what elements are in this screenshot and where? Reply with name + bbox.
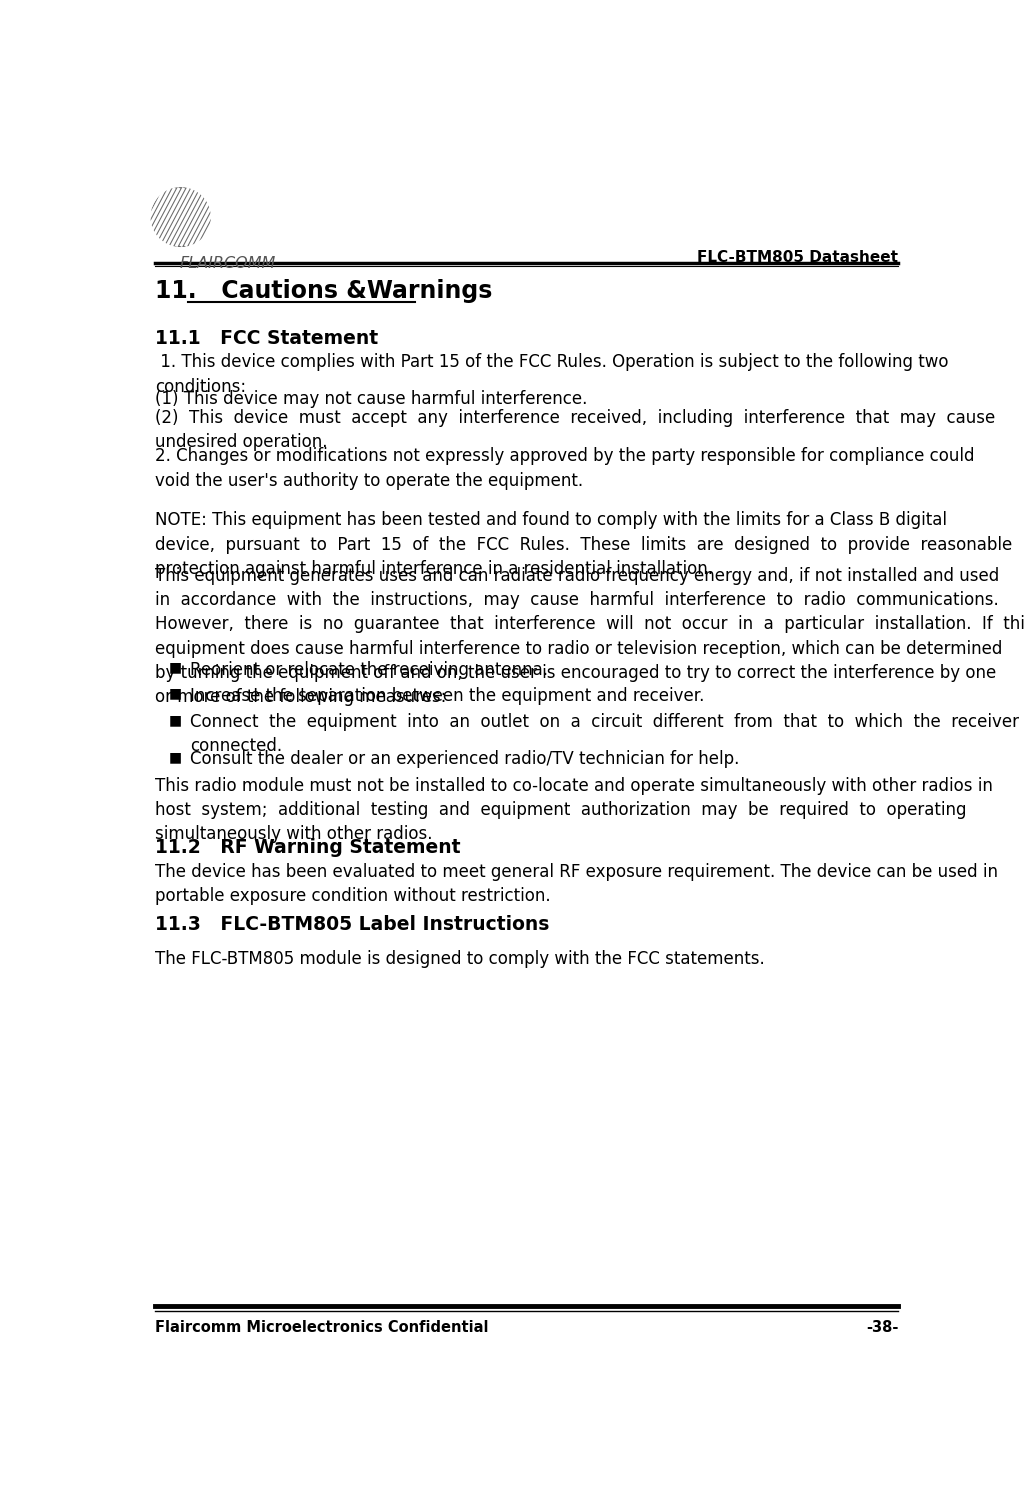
Text: (2)  This  device  must  accept  any  interference  received,  including  interf: (2) This device must accept any interfer…: [155, 408, 995, 452]
Text: 11.1   FCC Statement: 11.1 FCC Statement: [155, 329, 378, 348]
Text: 11.   Cautions &Warnings: 11. Cautions &Warnings: [155, 279, 493, 303]
Text: ■: ■: [168, 687, 181, 701]
Circle shape: [152, 188, 210, 246]
Text: This radio module must not be installed to co-locate and operate simultaneously : This radio module must not be installed …: [155, 778, 993, 844]
Text: The FLC-BTM805 module is designed to comply with the FCC statements.: The FLC-BTM805 module is designed to com…: [155, 950, 765, 968]
Text: -38-: -38-: [866, 1319, 898, 1334]
Text: Reorient or relocate the receiving antenna.: Reorient or relocate the receiving anten…: [190, 660, 548, 678]
Text: 11.3   FLC-BTM805 Label Instructions: 11.3 FLC-BTM805 Label Instructions: [155, 916, 550, 935]
Text: Connect  the  equipment  into  an  outlet  on  a  circuit  different  from  that: Connect the equipment into an outlet on …: [190, 713, 1024, 755]
Text: ■: ■: [168, 713, 181, 726]
Text: This equipment generates uses and can radiate radio frequency energy and, if not: This equipment generates uses and can ra…: [155, 567, 1024, 705]
Text: 2. Changes or modifications not expressly approved by the party responsible for : 2. Changes or modifications not expressl…: [155, 447, 975, 489]
Text: FLC-BTM805 Datasheet: FLC-BTM805 Datasheet: [697, 251, 898, 266]
Text: 1. This device complies with Part 15 of the FCC Rules. Operation is subject to t: 1. This device complies with Part 15 of …: [155, 353, 948, 396]
Text: ■: ■: [168, 660, 181, 674]
Text: Increase the separation between the equipment and receiver.: Increase the separation between the equi…: [190, 687, 705, 705]
Text: (1) This device may not cause harmful interference.: (1) This device may not cause harmful in…: [155, 390, 588, 408]
Text: NOTE: This equipment has been tested and found to comply with the limits for a C: NOTE: This equipment has been tested and…: [155, 512, 1013, 578]
Text: FLAIRCOMM: FLAIRCOMM: [179, 255, 275, 270]
Text: Flaircomm Microelectronics Confidential: Flaircomm Microelectronics Confidential: [155, 1319, 488, 1334]
Text: The device has been evaluated to meet general RF exposure requirement. The devic: The device has been evaluated to meet ge…: [155, 863, 998, 905]
Text: ■: ■: [168, 750, 181, 764]
Text: 11.2   RF Warning Statement: 11.2 RF Warning Statement: [155, 839, 461, 857]
Text: Consult the dealer or an experienced radio/TV technician for help.: Consult the dealer or an experienced rad…: [190, 750, 739, 769]
